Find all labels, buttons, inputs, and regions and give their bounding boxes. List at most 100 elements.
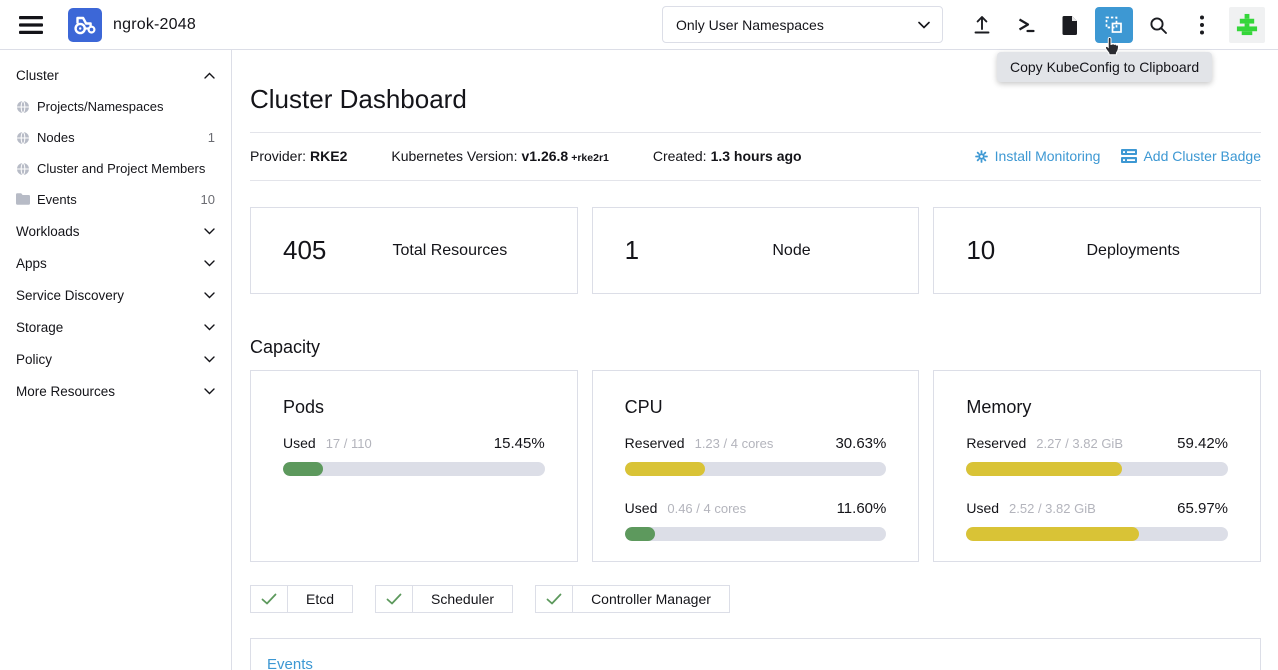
dashboard-content: Cluster Dashboard Provider: RKE2 Kubernet…: [232, 50, 1278, 670]
import-yaml-icon: [974, 15, 990, 33]
sidebar-group-service-discovery[interactable]: Service Discovery: [0, 279, 231, 311]
progress-bar: [624, 462, 887, 476]
sidebar-group-workloads[interactable]: Workloads: [0, 215, 231, 247]
counter-card-total-resources: 405 Total Resources: [250, 207, 578, 294]
add-cluster-badge-link[interactable]: Add Cluster Badge: [1121, 148, 1261, 164]
sidebar-group-policy[interactable]: Policy: [0, 343, 231, 375]
hamburger-icon: [19, 15, 43, 34]
progress-fill: [966, 462, 1122, 476]
capacity-card-title: CPU: [624, 397, 663, 417]
progress-fill: [283, 462, 324, 476]
status-badge-label: Controller Manager: [591, 591, 711, 607]
sidebar-group-apps[interactable]: Apps: [0, 247, 231, 279]
folder-icon: [16, 192, 30, 207]
hamburger-menu-button[interactable]: [16, 7, 46, 43]
divider: [250, 132, 1261, 133]
chevron-down-icon: [204, 355, 215, 362]
sidebar-group-storage[interactable]: Storage: [0, 311, 231, 343]
download-kubeconfig-button[interactable]: [1051, 7, 1089, 43]
counter-label: Node: [772, 241, 811, 259]
sidebar-item-cluster-project-members[interactable]: Cluster and Project Members: [0, 153, 231, 184]
check-icon: [536, 586, 574, 612]
rancher-logo[interactable]: [68, 7, 102, 42]
sidebar-group-more-resources[interactable]: More Resources: [0, 375, 231, 407]
globe-icon: [16, 131, 30, 145]
sidebar-item-nodes[interactable]: Nodes 1: [0, 122, 231, 153]
gear-icon: [974, 149, 988, 163]
sidebar-group-label: More Resources: [16, 383, 116, 399]
kubectl-shell-button[interactable]: [1007, 7, 1045, 43]
status-badge-label: Etcd: [306, 591, 335, 607]
gauge-percent: 59.42%: [1177, 435, 1229, 452]
user-avatar[interactable]: [1229, 6, 1265, 43]
progress-bar: [966, 462, 1229, 476]
import-yaml-button[interactable]: [963, 7, 1001, 43]
sidebar-item-count: 10: [200, 192, 215, 207]
k8s-version-value: v1.26.8: [521, 148, 569, 164]
gauge-percent: 15.45%: [493, 435, 545, 452]
status-badge-label: Scheduler: [431, 591, 495, 607]
more-options-button[interactable]: [1183, 7, 1221, 43]
counter-row: 405 Total Resources 1 Node 10 Deployment…: [250, 207, 1262, 294]
copy-kubeconfig-button[interactable]: [1095, 6, 1133, 43]
sidebar-group-label: Storage: [16, 319, 64, 335]
progress-bar: [966, 527, 1229, 541]
gauge-percent: 30.63%: [835, 435, 887, 452]
gauge-detail: 2.52 / 3.82 GiB: [1009, 501, 1096, 516]
sidebar-item-label: Nodes: [37, 130, 75, 145]
counter-value: 10: [966, 235, 996, 265]
sidebar-group-label: Workloads: [16, 223, 80, 239]
memory-reserved-gauge: Reserved 2.27 / 3.82 GiB 59.42%: [966, 435, 1229, 476]
check-icon: [251, 586, 288, 612]
status-badge-etcd: Etcd: [250, 585, 354, 613]
sidebar-item-events[interactable]: Events 10: [0, 184, 231, 215]
sidebar-group-label: Apps: [16, 255, 47, 271]
sidebar-item-label: Cluster and Project Members: [37, 161, 206, 176]
progress-bar: [624, 527, 887, 541]
page-title: Cluster Dashboard: [250, 84, 467, 114]
capacity-card-cpu: CPU Reserved 1.23 / 4 cores 30.63%: [591, 370, 920, 562]
capacity-section-title: Capacity: [250, 337, 321, 357]
sidebar-item-label: Events: [37, 192, 77, 207]
capacity-row: Pods Used 17 / 110 15.45% CPU: [250, 370, 1262, 562]
gauge-detail: 17 / 110: [325, 436, 372, 451]
gauge-label: Used: [624, 500, 658, 516]
provider-label: Provider:: [250, 148, 307, 164]
cpu-used-gauge: Used 0.46 / 4 cores 11.60%: [624, 500, 887, 541]
cluster-name-title: ngrok-2048: [113, 15, 196, 33]
created-label: Created:: [652, 148, 707, 164]
chevron-down-icon: [204, 259, 215, 266]
chevron-down-icon: [204, 227, 215, 234]
gauge-label: Used: [283, 435, 316, 451]
component-status-row: Etcd Scheduler Controller Manager: [250, 585, 1261, 613]
namespace-filter-select[interactable]: Only User Namespaces: [662, 6, 943, 43]
cluster-meta-row: Provider: RKE2 Kubernetes Version: v1.26.8…: [250, 133, 1261, 180]
search-button[interactable]: [1139, 7, 1177, 43]
gauge-detail: 0.46 / 4 cores: [667, 501, 747, 516]
status-badge-controller-manager: Controller Manager: [535, 585, 730, 613]
install-monitoring-link[interactable]: Install Monitoring: [974, 148, 1100, 164]
k8s-version-suffix: +rke2r1: [571, 152, 609, 164]
sidebar-group-cluster[interactable]: Cluster: [0, 59, 231, 91]
chevron-down-icon: [204, 387, 215, 394]
search-icon: [1150, 16, 1167, 34]
sidebar-group-label: Policy: [16, 351, 53, 367]
cpu-reserved-gauge: Reserved 1.23 / 4 cores 30.63%: [624, 435, 887, 476]
progress-fill: [966, 527, 1139, 541]
pods-used-gauge: Used 17 / 110 15.45%: [283, 435, 545, 476]
tab-events[interactable]: Events: [267, 656, 313, 670]
top-navbar: ngrok-2048 Only User Namespaces: [0, 0, 1278, 50]
capacity-card-memory: Memory Reserved 2.27 / 3.82 GiB 59.42%: [933, 370, 1262, 562]
globe-icon: [16, 100, 30, 114]
kubectl-shell-icon: [1018, 18, 1035, 32]
chevron-up-icon: [204, 72, 215, 79]
sidebar-item-projects-namespaces[interactable]: Projects/Namespaces: [0, 91, 231, 122]
avatar-identicon-icon: [1236, 13, 1258, 35]
chevron-down-icon: [918, 21, 930, 29]
counter-label: Deployments: [1086, 241, 1180, 259]
page-body: Cluster Projects/Namespaces Nodes 1: [0, 50, 1278, 670]
capacity-card-title: Memory: [966, 397, 1032, 417]
progress-fill: [624, 462, 705, 476]
copy-kubeconfig-tooltip: Copy KubeConfig to Clipboard: [997, 52, 1213, 82]
